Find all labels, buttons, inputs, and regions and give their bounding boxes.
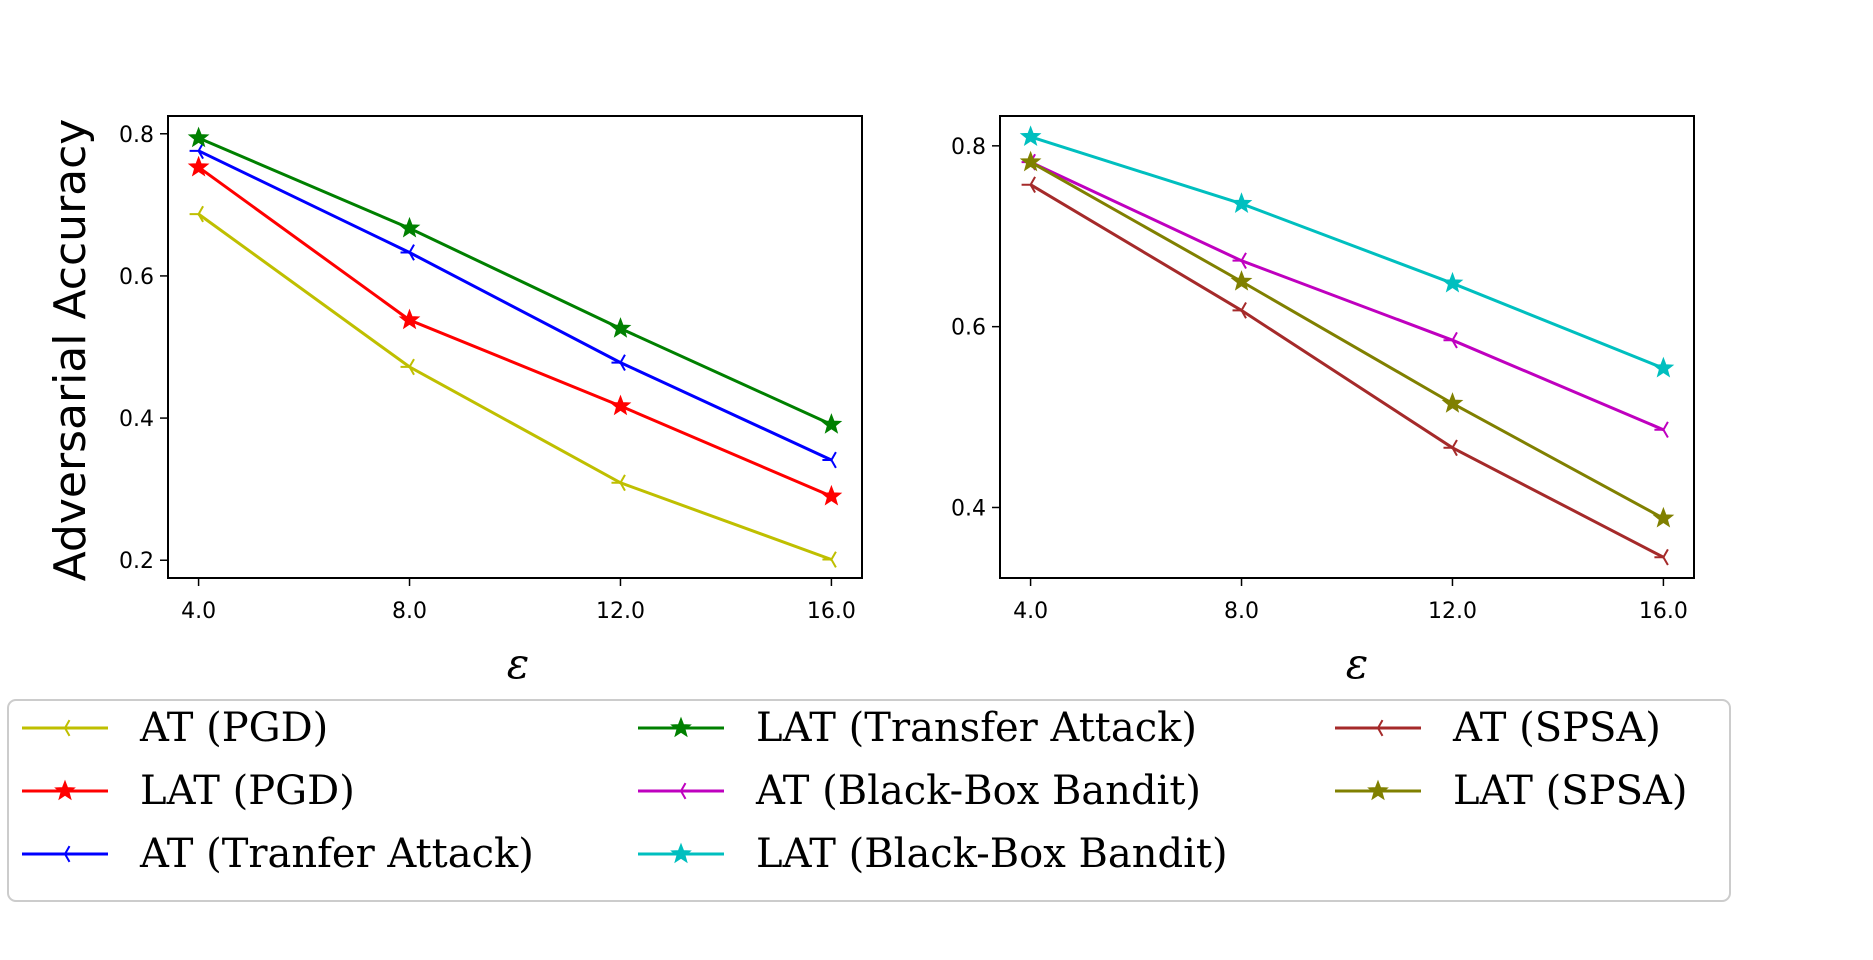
x-tick-label: 4.0	[1013, 599, 1048, 624]
data-point	[187, 126, 210, 148]
x-tick-label: 4.0	[181, 599, 216, 624]
legend-label: LAT (SPSA)	[1453, 768, 1687, 814]
series-right-3	[1019, 150, 1675, 528]
data-point	[1441, 271, 1464, 293]
series-line	[1029, 183, 1665, 559]
legend-marker	[1369, 719, 1384, 737]
legend-entry: AT (Black-Box Bandit)	[638, 768, 1201, 814]
y-tick-label: 0.6	[951, 316, 986, 341]
data-point	[1230, 192, 1253, 213]
axes-frame-right	[999, 115, 1695, 579]
legend-marker	[672, 782, 687, 800]
data-point	[820, 413, 843, 434]
data-point	[1652, 356, 1675, 378]
data-point	[1654, 548, 1669, 566]
legend: AT (PGD) LAT (PGD) AT (Tranfer Attack) LAT …	[7, 699, 1731, 902]
series-line	[198, 136, 833, 426]
data-point	[189, 205, 204, 223]
series-left-2	[187, 155, 843, 506]
series-line	[1029, 160, 1664, 432]
data-point	[400, 358, 415, 376]
x-axis-label-right: ε	[1346, 639, 1369, 688]
legend-marker	[670, 842, 692, 864]
x-tick-label: 8.0	[392, 599, 427, 624]
legend-marker	[56, 845, 71, 863]
x-tick-label: 8.0	[1224, 599, 1259, 624]
data-point	[400, 244, 415, 261]
data-point	[609, 317, 632, 338]
x-tick-label: 16.0	[1639, 599, 1688, 624]
data-point	[1443, 331, 1458, 349]
data-point	[609, 394, 632, 416]
legend-marker	[54, 779, 76, 801]
legend-marker	[56, 719, 71, 737]
series-right-2	[1021, 153, 1669, 439]
x-axis-label-left: ε	[507, 639, 530, 688]
y-tick-label: 0.4	[119, 407, 154, 432]
data-point	[611, 354, 626, 371]
legend-entry: AT (PGD)	[22, 705, 328, 751]
data-point	[398, 216, 421, 238]
legend-label: AT (Black-Box Bandit)	[755, 768, 1201, 814]
legend-label: LAT (Black-Box Bandit)	[756, 831, 1228, 877]
chart-left: Adversarial Accuracy ε 4.0 8.0 12.0 16.0 0.2…	[45, 115, 863, 688]
data-point	[1230, 270, 1253, 291]
x-tick-label: 12.0	[1428, 599, 1477, 624]
y-tick-label: 0.8	[119, 123, 154, 148]
series-line	[197, 212, 832, 561]
x-tick-label: 12.0	[596, 599, 645, 624]
y-tick-label: 0.6	[119, 265, 154, 290]
data-point	[1443, 439, 1458, 457]
series-right-1	[1021, 176, 1669, 566]
data-point	[1441, 392, 1464, 413]
legend-marker	[670, 716, 692, 738]
legend-label: LAT (PGD)	[140, 768, 355, 814]
legend-entry: AT (Tranfer Attack)	[22, 831, 534, 877]
data-point	[1232, 252, 1247, 269]
series-line	[197, 165, 832, 498]
y-tick-label: 0.2	[119, 549, 154, 574]
series-left-1	[189, 205, 837, 568]
data-point	[611, 474, 626, 492]
legend-label: AT (Tranfer Attack)	[139, 831, 534, 877]
legend-entry: LAT (Transfer Attack)	[638, 705, 1197, 751]
chart-right: ε 4.0 8.0 12.0 16.0 0.4 0.6 0.8	[951, 115, 1695, 688]
legend-marker	[1367, 779, 1389, 801]
series-left-4	[187, 126, 843, 434]
y-axis-label: Adversarial Accuracy	[45, 119, 96, 582]
axes-frame-left	[167, 115, 863, 579]
legend-entry: LAT (SPSA)	[1335, 768, 1687, 814]
data-point	[1019, 150, 1042, 172]
x-tick-label: 16.0	[807, 599, 856, 624]
data-point	[822, 551, 837, 568]
series-line	[197, 149, 833, 462]
data-point	[1232, 302, 1247, 319]
legend-label: AT (PGD)	[139, 705, 328, 751]
data-point	[820, 484, 843, 506]
series-left-3	[189, 142, 837, 469]
series-right-4	[1019, 125, 1675, 378]
y-tick-label: 0.8	[951, 135, 986, 160]
series-line	[1030, 135, 1664, 370]
data-point	[398, 308, 421, 330]
data-point	[1654, 421, 1669, 439]
legend-label: LAT (Transfer Attack)	[756, 705, 1197, 751]
legend-entry: LAT (PGD)	[22, 768, 355, 814]
legend-label: AT (SPSA)	[1452, 705, 1661, 751]
legend-entry: LAT (Black-Box Bandit)	[638, 831, 1228, 877]
legend-entry: AT (SPSA)	[1335, 705, 1661, 751]
data-point	[187, 155, 210, 177]
data-point	[822, 451, 837, 469]
data-point	[1019, 125, 1042, 147]
y-tick-label: 0.4	[951, 496, 986, 521]
series-line	[1029, 160, 1665, 520]
data-point	[1652, 506, 1675, 528]
data-point	[1021, 176, 1036, 194]
legend-frame	[7, 699, 1731, 902]
